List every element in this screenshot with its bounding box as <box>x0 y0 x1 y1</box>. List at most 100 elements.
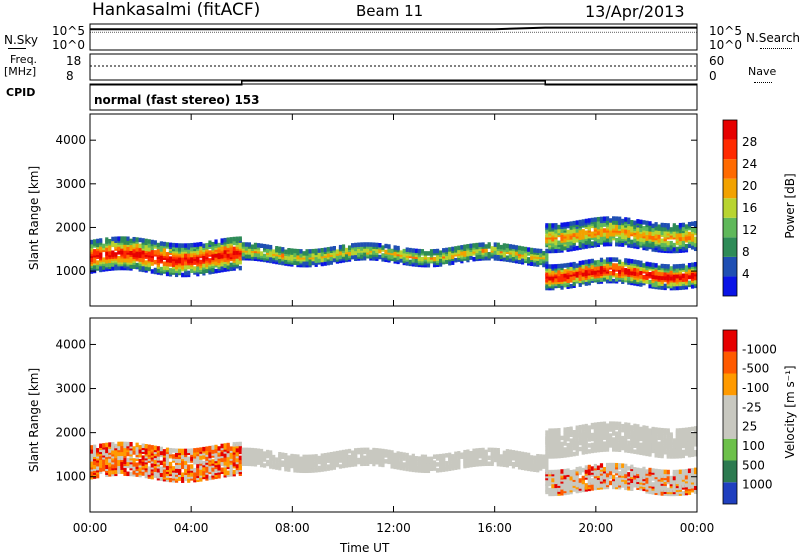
velocity-cell-1 <box>262 463 267 468</box>
velocity-cell-2 <box>590 432 594 438</box>
power-cell-1 <box>326 252 330 258</box>
velocity-cell-2 <box>569 438 573 443</box>
power-cell-0 <box>220 246 224 251</box>
velocity-cell-1 <box>417 466 421 471</box>
velocity-cell-0 <box>126 451 130 457</box>
power-cell-3 <box>551 270 555 275</box>
velocity-cell-2 <box>636 446 640 451</box>
velocity-cell-0 <box>132 458 136 463</box>
power-cell-2 <box>615 220 619 225</box>
velocity-cell-0 <box>99 467 103 472</box>
power-colorbar-label-0: 4 <box>742 267 750 281</box>
velocity-cell-3 <box>575 478 579 484</box>
velocity-colorbar-swatch-0 <box>723 482 737 504</box>
velocity-cell-0 <box>165 447 170 453</box>
velocity-cell-0 <box>190 464 194 469</box>
power-cell-3 <box>627 276 631 281</box>
velocity-cell-0 <box>211 471 215 476</box>
power-cell-2 <box>551 223 555 228</box>
power-cell-3 <box>618 265 622 270</box>
velocity-cell-1 <box>275 457 279 462</box>
velocity-cell-1 <box>296 468 300 473</box>
velocity-cell-2 <box>587 449 591 454</box>
power-cell-2 <box>551 236 555 242</box>
power-cell-1 <box>457 245 461 251</box>
velocity-cell-1 <box>281 452 285 458</box>
power-cell-2 <box>663 226 667 232</box>
velocity-cell-0 <box>178 464 182 470</box>
velocity-cell-1 <box>269 462 273 467</box>
power-cell-2 <box>627 231 631 236</box>
power-cell-2 <box>545 233 549 238</box>
velocity-cell-0 <box>132 470 136 475</box>
velocity-cell-3 <box>554 483 558 489</box>
velocity-cell-1 <box>284 452 288 458</box>
velocity-cell-1 <box>311 454 315 459</box>
power-cell-1 <box>384 249 388 255</box>
velocity-cell-3 <box>666 475 670 481</box>
velocity-cell-1 <box>527 458 531 464</box>
power-cell-0 <box>217 248 221 254</box>
power-cell-2 <box>663 230 667 236</box>
power-cell-3 <box>675 264 679 269</box>
power-cell-0 <box>196 242 200 247</box>
power-cell-1 <box>475 242 479 248</box>
velocity-colorbar-label-2: 100 <box>742 439 765 453</box>
velocity-cell-1 <box>314 468 318 473</box>
nsky-label: N.Sky <box>4 33 39 47</box>
velocity-cell-3 <box>581 467 585 473</box>
velocity-colorbar-swatch-7 <box>723 330 737 352</box>
power-cell-1 <box>399 258 403 263</box>
power-cell-0 <box>147 250 151 256</box>
power-cell-3 <box>575 277 579 282</box>
velocity-cell-3 <box>648 489 652 495</box>
power-cell-2 <box>672 231 676 236</box>
velocity-cell-0 <box>226 470 230 476</box>
power-cell-0 <box>168 262 173 267</box>
power-cell-3 <box>624 258 628 263</box>
velocity-cell-3 <box>645 469 649 474</box>
nsky-tick-bottom: 10^0 <box>52 38 85 52</box>
cpid-panel-frame <box>89 83 698 111</box>
velocity-colorbar-label-4: -25 <box>742 400 762 414</box>
power-cell-3 <box>687 280 692 286</box>
velocity-cell-0 <box>232 442 236 447</box>
velocity-cell-0 <box>193 473 197 479</box>
velocity-cell-3 <box>612 482 616 488</box>
power-cell-1 <box>469 255 473 260</box>
power-cell-3 <box>624 268 628 273</box>
power-cell-3 <box>621 261 625 267</box>
velocity-cell-2 <box>684 447 689 452</box>
velocity-cell-0 <box>93 452 97 458</box>
velocity-cell-0 <box>96 461 100 467</box>
power-cell-2 <box>618 224 622 229</box>
power-cell-2 <box>569 229 573 234</box>
velocity-cell-2 <box>563 437 567 442</box>
velocity-cell-3 <box>584 483 588 488</box>
velocity-cell-1 <box>253 454 258 459</box>
power-cell-2 <box>593 217 598 222</box>
velocity-cell-2 <box>666 428 670 433</box>
power-cell-1 <box>402 248 406 254</box>
power-cell-1 <box>490 246 494 251</box>
velocity-cell-1 <box>338 464 343 469</box>
power-cell-3 <box>684 265 689 270</box>
power-cell-0 <box>153 267 157 273</box>
velocity-cell-1 <box>524 452 528 457</box>
velocity-cell-3 <box>605 462 610 468</box>
power-cell-1 <box>320 247 324 253</box>
velocity-cell-0 <box>196 471 200 477</box>
velocity-cell-1 <box>539 454 543 459</box>
velocity-cell-3 <box>672 475 676 481</box>
velocity-cell-2 <box>584 439 588 445</box>
velocity-cell-0 <box>153 445 157 451</box>
power-cell-3 <box>605 257 610 262</box>
velocity-cell-1 <box>426 456 431 462</box>
power-cell-0 <box>168 242 173 248</box>
power-cell-0 <box>187 243 191 248</box>
velocity-cell-3 <box>639 468 643 473</box>
power-cell-3 <box>660 285 664 290</box>
power-colorbar-swatch-6 <box>723 159 737 179</box>
power-cell-2 <box>569 244 573 250</box>
velocity-cell-2 <box>545 430 549 435</box>
